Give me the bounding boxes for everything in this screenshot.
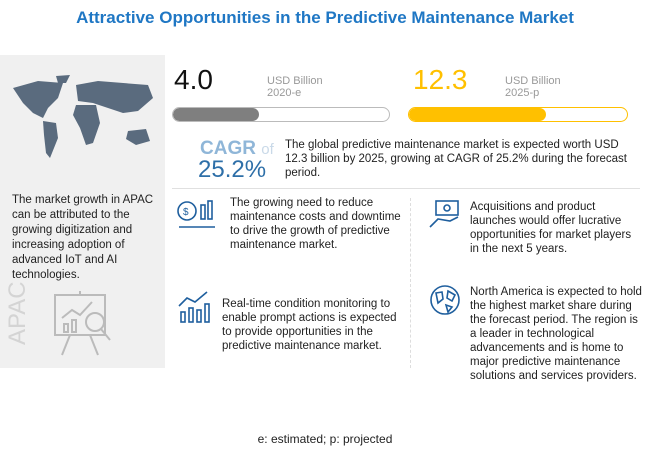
cagr-value: 25.2% [198, 156, 267, 183]
monitoring-chart-icon [178, 291, 210, 323]
world-map-icon [13, 75, 153, 158]
year-2025: 2025-p [505, 87, 540, 99]
value-2020: 4.0 [174, 64, 213, 95]
divider [172, 188, 640, 189]
page-title: Attractive Opportunities in the Predicti… [76, 8, 574, 27]
footnote: e: estimated; p: projected [257, 432, 393, 446]
apac-label: APAC [4, 281, 31, 345]
progress-bar-2020 [172, 107, 390, 122]
progress-bar-2025 [408, 107, 628, 122]
insight-cost: The growing need to reduce maintenance c… [230, 197, 401, 251]
cagr-description: The global predictive maintenance market… [285, 139, 628, 179]
money-hand-icon [429, 200, 459, 228]
insight-acquisitions: Acquisitions and product launches would … [470, 201, 632, 255]
analytics-board-icon [54, 291, 111, 356]
apac-panel: The market growth in APAC can be attribu… [0, 55, 165, 368]
unit-2025: USD Billion [505, 75, 561, 87]
value-2025: 12.3 [413, 64, 468, 95]
globe-icon [430, 285, 460, 315]
cagr-label: CAGR of [200, 138, 274, 159]
divider [410, 198, 411, 368]
cost-reduction-icon: $ [177, 200, 215, 228]
apac-description: The market growth in APAC can be attribu… [12, 194, 154, 281]
year-2020: 2020-e [267, 87, 302, 99]
insight-monitoring: Real-time condition monitoring to enable… [222, 298, 397, 352]
insight-north-america: North America is expected to hold the hi… [470, 286, 642, 382]
svg-text:$: $ [183, 207, 189, 218]
unit-2020: USD Billion [267, 75, 323, 87]
